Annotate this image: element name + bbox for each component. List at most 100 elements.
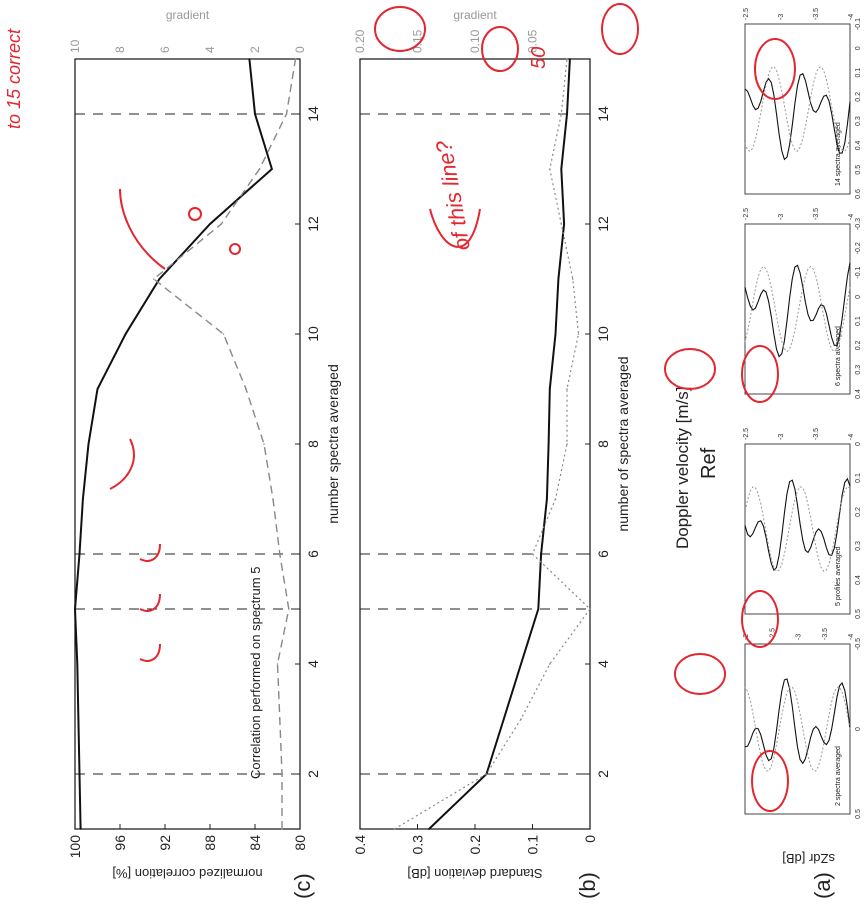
data-point xyxy=(569,58,571,60)
data-point xyxy=(520,663,522,665)
data-point xyxy=(278,718,281,720)
subplot-legend: 6 spectra averaged xyxy=(835,326,842,386)
data-point xyxy=(428,828,430,830)
y-tick-label: 0.1 xyxy=(525,835,541,855)
data-point xyxy=(263,443,265,445)
data-point xyxy=(393,828,396,830)
subplot-ytick: 0.4 xyxy=(855,575,862,585)
data-point xyxy=(566,58,568,60)
subplot-ytick: 0.3 xyxy=(855,365,862,375)
data-point xyxy=(560,168,563,170)
x-tick-label: 8 xyxy=(595,440,611,448)
data-point xyxy=(520,718,522,720)
data-point xyxy=(566,443,568,445)
data-point xyxy=(560,223,563,225)
subplot-curve-dotted xyxy=(744,66,851,153)
annotation-ellipse xyxy=(751,750,789,812)
data-point xyxy=(152,278,155,280)
data-point xyxy=(76,663,79,665)
x-tick-label: 2 xyxy=(305,770,321,778)
annotation-arrow xyxy=(119,188,166,270)
data-point xyxy=(285,113,288,115)
x-tick-label: 14 xyxy=(305,106,321,122)
subplot-ytick: 0.1 xyxy=(855,473,862,483)
data-point xyxy=(87,443,90,445)
y-tick-label: 88 xyxy=(202,835,218,851)
annotation-ellipse xyxy=(741,590,779,648)
subplot-ytick: 0 xyxy=(855,727,862,731)
annotation-ellipse xyxy=(754,38,796,100)
annotation-note-2: to 15 correct xyxy=(4,28,24,129)
data-point xyxy=(78,773,81,775)
data-point xyxy=(540,553,542,555)
annotation-ellipse xyxy=(481,26,519,72)
data-point xyxy=(548,663,551,665)
x-tick-label: 10 xyxy=(595,326,611,342)
data-point xyxy=(258,168,261,170)
data-point xyxy=(548,388,551,390)
subplot-curve xyxy=(744,678,851,765)
panel-b: 2 4 6 8 10 12 14 0 0.1 0.2 0.3 0.4 0.05 0.10 0.15 0.20 n… xyxy=(352,8,631,881)
data-point xyxy=(546,498,548,500)
data-point xyxy=(554,498,557,500)
data-point xyxy=(281,773,283,775)
data-point xyxy=(79,828,82,830)
panel-a: 0.50-0.5-4-3.5-3-2.5-22 spectra averaged… xyxy=(743,8,862,819)
x-tick-label: 10 xyxy=(305,326,321,342)
data-point xyxy=(563,223,565,225)
annotation-note-3: 50 xyxy=(528,47,550,69)
subplot-xtick: -4 xyxy=(848,214,855,220)
subplot-ytick: -0.3 xyxy=(855,218,862,230)
data-point xyxy=(248,58,251,60)
subplot-curve xyxy=(744,262,851,358)
subplot-curve xyxy=(744,72,851,161)
x-tick-label: 14 xyxy=(595,106,611,122)
y-right-tick-label: 2 xyxy=(248,46,262,53)
handwritten-annotations xyxy=(109,3,796,812)
subplot-ytick: 0.1 xyxy=(855,316,862,326)
subplot-xtick: -2.5 xyxy=(743,208,750,220)
y-tick-label: 100 xyxy=(67,835,83,859)
y-right-tick-label: 0.10 xyxy=(468,29,482,53)
subplot-ytick: -0.5 xyxy=(855,638,862,650)
annotation-mark xyxy=(229,243,241,255)
subplot-ytick: 0.5 xyxy=(855,165,862,175)
x-tick-label: 12 xyxy=(305,216,321,232)
subplot-xtick: -4 xyxy=(848,634,855,640)
data-point xyxy=(502,718,505,720)
data-point xyxy=(272,498,274,500)
panel-a-ref-label: Ref xyxy=(698,447,720,479)
subplot-ytick: 0.5 xyxy=(855,809,862,819)
data-point xyxy=(74,608,76,610)
panel-label-c: (c) xyxy=(290,873,315,899)
data-point xyxy=(557,278,560,280)
data-point xyxy=(281,828,283,830)
data-point xyxy=(245,388,247,390)
annotation-ellipse xyxy=(674,653,726,695)
x-axis-label: number of spectra averaged xyxy=(615,356,631,531)
subplot-ytick: 0.4 xyxy=(855,389,862,399)
y-tick-label: 80 xyxy=(292,835,308,851)
panel-label-a: (a) xyxy=(810,872,835,899)
annotation-arrow xyxy=(109,438,135,490)
chart-title: Correlation performed on spectrum 5 xyxy=(248,567,263,779)
subplot-frame xyxy=(744,23,851,195)
data-point xyxy=(531,553,534,555)
annotation-arrow xyxy=(139,543,161,562)
subplot-ytick: -0.2 xyxy=(855,242,862,254)
panel-a-xlabel: Doppler velocity [m/s] xyxy=(673,387,692,550)
annotation-ellipse xyxy=(601,3,639,55)
y-right-tick-label: 0.05 xyxy=(526,29,540,53)
data-point xyxy=(222,333,225,335)
subplot-xtick: -2.5 xyxy=(743,428,750,440)
subplot-legend: 2 spectra averaged xyxy=(835,746,842,806)
data-point xyxy=(276,663,279,665)
subplot-ytick: -0.1 xyxy=(855,266,862,278)
x-axis-label: number spectra averaged xyxy=(325,364,341,524)
subplot-ytick: 0.6 xyxy=(855,189,862,199)
data-point xyxy=(554,333,557,335)
panel-a-ylabel: sZdr [dB] xyxy=(782,851,835,866)
data-point xyxy=(485,773,488,775)
